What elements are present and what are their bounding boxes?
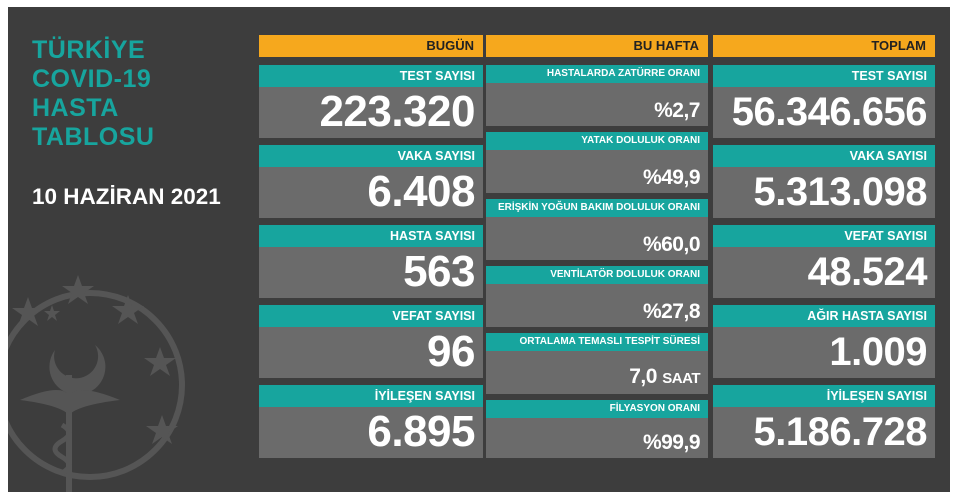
total-case-label: VAKA SAYISI — [713, 145, 935, 167]
week-ventilator-value: %27,8 — [642, 300, 701, 324]
header-week: BU HAFTA — [486, 35, 708, 57]
week-icu-label: ERİŞKİN YOĞUN BAKIM DOLULUK ORANI — [486, 199, 708, 217]
today-case-value: 6.408 — [367, 167, 475, 216]
total-death-value: 48.524 — [807, 250, 928, 294]
today-death-label: VEFAT SAYISI — [259, 305, 483, 327]
week-ventilator-label: VENTİLATÖR DOLULUK ORANI — [486, 266, 708, 284]
total-case-card: VAKA SAYISI 5.313.098 — [713, 145, 935, 218]
total-death-label: VEFAT SAYISI — [713, 225, 935, 247]
total-critical-value: 1.009 — [829, 330, 927, 374]
week-filiation-card: FİLYASYON ORANI %99,9 — [486, 400, 708, 458]
today-patient-card: HASTA SAYISI 563 — [259, 225, 483, 298]
week-ventilator-number: %27,8 — [642, 300, 701, 323]
week-icu-card: ERİŞKİN YOĞUN BAKIM DOLULUK ORANI %60,0 — [486, 199, 708, 260]
today-test-card: TEST SAYISI 223.320 — [259, 65, 483, 138]
total-test-value: 56.346.656 — [731, 90, 928, 134]
week-bed-label: YATAK DOLULUK ORANI — [486, 132, 708, 150]
today-case-label: VAKA SAYISI — [259, 145, 483, 167]
total-recovered-value: 5.186.728 — [753, 410, 928, 454]
today-patient-label: HASTA SAYISI — [259, 225, 483, 247]
covid-table-board: TÜRKİYE COVID-19 HASTA TABLOSU 10 HAZİRA… — [8, 7, 950, 492]
week-contact-value: 7,0 SAAT — [629, 365, 700, 391]
ministry-emblem-icon — [8, 275, 185, 492]
total-critical-card: AĞIR HASTA SAYISI 1.009 — [713, 305, 935, 378]
today-recovered-label: İYİLEŞEN SAYISI — [259, 385, 483, 407]
week-contact-label: ORTALAMA TEMASLI TESPİT SÜRESİ — [486, 333, 708, 351]
total-test-label: TEST SAYISI — [713, 65, 935, 87]
week-pneumonia-card: HASTALARDA ZATÜRRE ORANI %2,7 — [486, 65, 708, 126]
today-case-card: VAKA SAYISI 6.408 — [259, 145, 483, 218]
week-bed-number: %49,9 — [642, 166, 701, 189]
table-title: TÜRKİYE COVID-19 HASTA TABLOSU — [32, 36, 155, 151]
week-bed-value: %49,9 — [642, 166, 701, 190]
week-filiation-label: FİLYASYON ORANI — [486, 400, 708, 418]
week-pneumonia-number: %2,7 — [654, 99, 700, 122]
week-icu-value: %60,0 — [642, 233, 701, 257]
today-test-label: TEST SAYISI — [259, 65, 483, 87]
week-pneumonia-label: HASTALARDA ZATÜRRE ORANI — [486, 65, 708, 83]
today-test-value: 223.320 — [319, 87, 475, 136]
week-icu-number: %60,0 — [642, 233, 701, 256]
week-contact-card: ORTALAMA TEMASLI TESPİT SÜRESİ 7,0 SAAT — [486, 333, 708, 394]
today-death-value: 96 — [427, 327, 475, 376]
header-today: BUGÜN — [259, 35, 483, 57]
total-case-value: 5.313.098 — [753, 170, 928, 214]
week-pneumonia-value: %2,7 — [654, 99, 700, 123]
week-bed-card: YATAK DOLULUK ORANI %49,9 — [486, 132, 708, 193]
today-recovered-card: İYİLEŞEN SAYISI 6.895 — [259, 385, 483, 458]
today-death-card: VEFAT SAYISI 96 — [259, 305, 483, 378]
total-test-card: TEST SAYISI 56.346.656 — [713, 65, 935, 138]
total-death-card: VEFAT SAYISI 48.524 — [713, 225, 935, 298]
week-ventilator-card: VENTİLATÖR DOLULUK ORANI %27,8 — [486, 266, 708, 327]
total-critical-label: AĞIR HASTA SAYISI — [713, 305, 935, 327]
week-filiation-value: %99,9 — [642, 431, 701, 455]
today-patient-value: 563 — [403, 247, 475, 296]
week-filiation-number: %99,9 — [642, 431, 701, 454]
header-total: TOPLAM — [713, 35, 935, 57]
today-recovered-value: 6.895 — [367, 407, 475, 456]
total-recovered-label: İYİLEŞEN SAYISI — [713, 385, 935, 407]
report-date: 10 HAZİRAN 2021 — [32, 184, 221, 209]
week-contact-number: 7,0 — [629, 365, 657, 388]
week-contact-unit: SAAT — [662, 370, 700, 387]
total-recovered-card: İYİLEŞEN SAYISI 5.186.728 — [713, 385, 935, 458]
